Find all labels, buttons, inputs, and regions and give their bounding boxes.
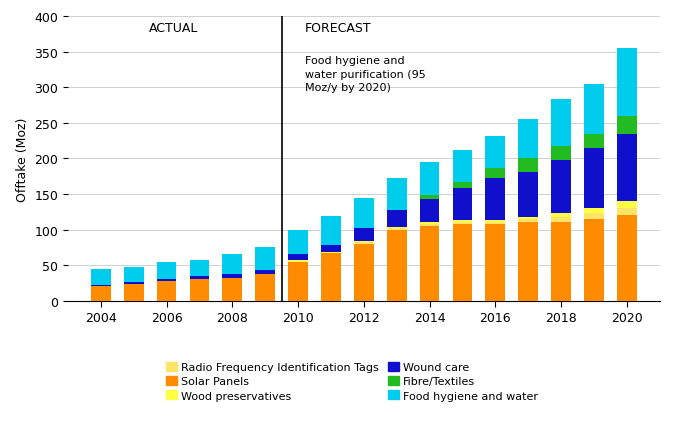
- Bar: [518, 120, 538, 158]
- Bar: [551, 217, 571, 223]
- Bar: [584, 85, 604, 134]
- Bar: [453, 224, 473, 301]
- Bar: [157, 280, 177, 282]
- Bar: [453, 220, 473, 222]
- Bar: [551, 223, 571, 301]
- Bar: [387, 227, 407, 229]
- Bar: [617, 117, 636, 134]
- Bar: [354, 243, 373, 244]
- Bar: [157, 263, 177, 280]
- Bar: [486, 168, 505, 179]
- Bar: [420, 200, 439, 222]
- Bar: [518, 172, 538, 217]
- Bar: [255, 274, 275, 301]
- Bar: [321, 253, 341, 301]
- Bar: [617, 202, 636, 209]
- Bar: [190, 276, 209, 280]
- Bar: [190, 261, 209, 276]
- Bar: [584, 134, 604, 148]
- Bar: [354, 244, 373, 301]
- Bar: [584, 214, 604, 219]
- Bar: [420, 224, 439, 227]
- Bar: [288, 262, 308, 301]
- Bar: [288, 255, 308, 261]
- Bar: [288, 230, 308, 255]
- Legend: Radio Frequency Identification Tags, Solar Panels, Wood preservatives, Wound car: Radio Frequency Identification Tags, Sol…: [161, 358, 543, 405]
- Bar: [518, 217, 538, 219]
- Bar: [584, 148, 604, 209]
- Bar: [453, 188, 473, 220]
- Bar: [190, 280, 209, 301]
- Bar: [453, 222, 473, 224]
- Bar: [255, 270, 275, 274]
- Text: FORECAST: FORECAST: [305, 22, 371, 35]
- Bar: [486, 136, 505, 168]
- Bar: [584, 209, 604, 214]
- Bar: [420, 222, 439, 224]
- Bar: [551, 100, 571, 146]
- Bar: [387, 211, 407, 227]
- Bar: [354, 199, 373, 229]
- Text: Food hygiene and
water purification (95
Moz/y by 2020): Food hygiene and water purification (95 …: [305, 56, 426, 92]
- Bar: [91, 286, 111, 287]
- Bar: [124, 284, 143, 301]
- Bar: [321, 217, 341, 245]
- Bar: [420, 196, 439, 200]
- Bar: [453, 150, 473, 182]
- Text: ACTUAL: ACTUAL: [148, 22, 198, 35]
- Bar: [551, 160, 571, 214]
- Bar: [354, 241, 373, 243]
- Bar: [584, 219, 604, 301]
- Bar: [387, 230, 407, 301]
- Bar: [387, 179, 407, 211]
- Bar: [222, 255, 242, 275]
- Bar: [518, 158, 538, 172]
- Bar: [222, 275, 242, 278]
- Y-axis label: Offtake (Moz): Offtake (Moz): [16, 117, 29, 201]
- Bar: [518, 219, 538, 223]
- Bar: [551, 146, 571, 160]
- Bar: [354, 229, 373, 241]
- Bar: [518, 223, 538, 301]
- Bar: [288, 261, 308, 262]
- Bar: [486, 220, 505, 222]
- Bar: [617, 209, 636, 216]
- Bar: [486, 224, 505, 301]
- Bar: [321, 252, 341, 253]
- Bar: [453, 182, 473, 188]
- Bar: [551, 214, 571, 217]
- Bar: [486, 222, 505, 224]
- Bar: [617, 134, 636, 202]
- Bar: [91, 287, 111, 301]
- Bar: [486, 179, 505, 220]
- Bar: [420, 163, 439, 196]
- Bar: [321, 245, 341, 252]
- Bar: [91, 269, 111, 286]
- Bar: [222, 278, 242, 301]
- Bar: [124, 283, 143, 284]
- Bar: [617, 49, 636, 117]
- Bar: [124, 267, 143, 283]
- Bar: [420, 227, 439, 301]
- Bar: [387, 229, 407, 230]
- Bar: [157, 282, 177, 301]
- Bar: [617, 216, 636, 301]
- Bar: [255, 247, 275, 270]
